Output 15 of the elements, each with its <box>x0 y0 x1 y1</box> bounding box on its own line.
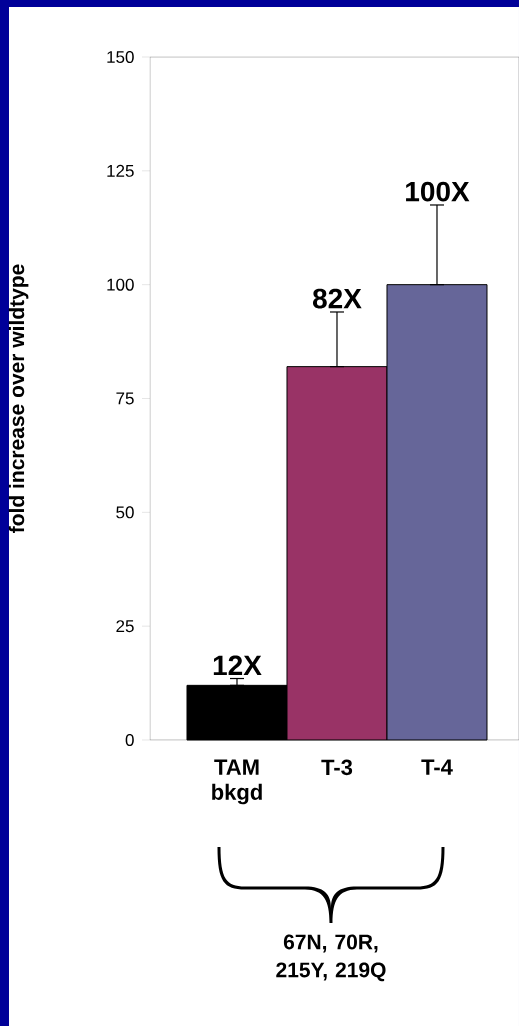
x-tick-label: T-4 <box>421 759 453 775</box>
y-tick-label: 125 <box>107 164 134 177</box>
y-tick-label: 25 <box>116 620 134 633</box>
y-tick-label: 75 <box>116 392 134 405</box>
y-axis-title: fold increase over wildtype <box>8 264 29 533</box>
y-tick-label: 150 <box>107 50 134 64</box>
y-tick-label: 50 <box>116 506 134 519</box>
data-label: 100X <box>406 181 470 202</box>
data-label: 82X <box>312 288 362 309</box>
x-tick-label: T-3 <box>321 759 353 776</box>
data-label: 12X <box>213 655 262 675</box>
y-tick-label: 100 <box>107 278 134 291</box>
y-tick-label: 0 <box>125 733 134 747</box>
x-tick-label: TAM bkgd <box>212 759 262 805</box>
text: 67N, 70R, 215Y, 219Q <box>276 934 386 982</box>
